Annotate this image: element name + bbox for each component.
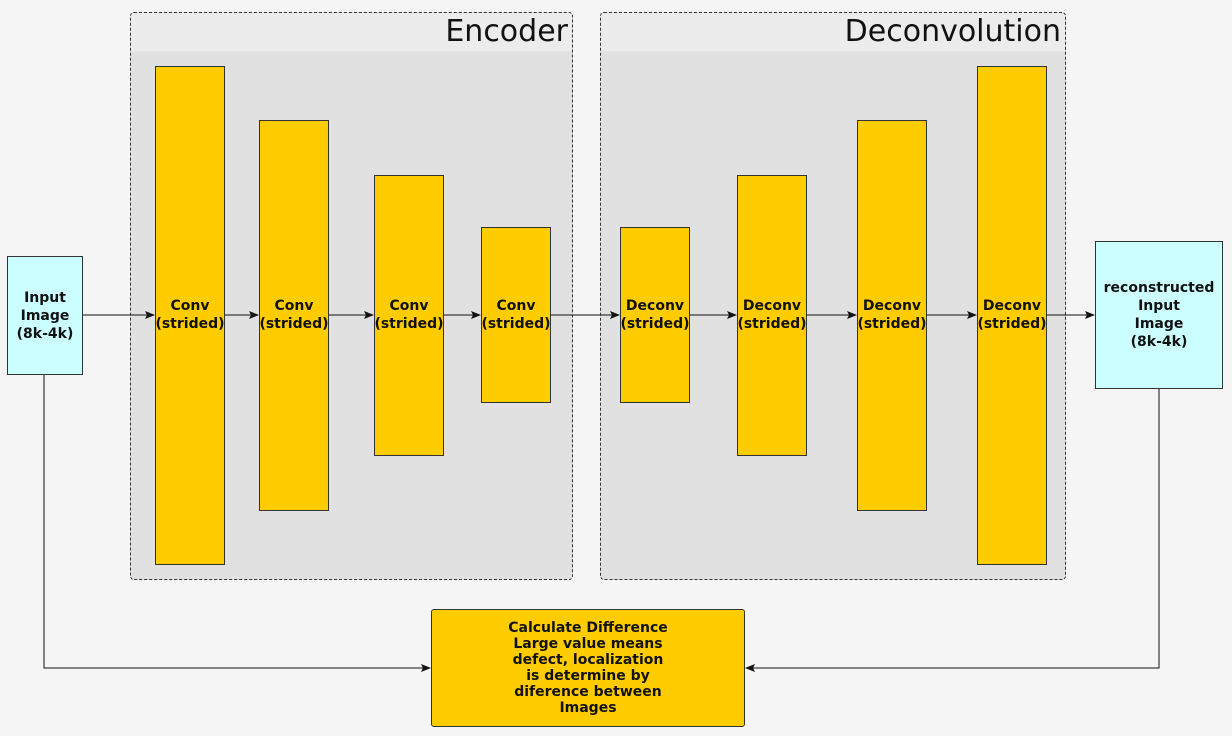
conv-block-3: [374, 175, 444, 456]
deconv-label-1: Deconv (strided): [620, 298, 690, 332]
deconv-label-2: Deconv (strided): [737, 298, 807, 332]
reconstructed-image-box: reconstructed Input Image (8k-4k): [1095, 241, 1223, 389]
deconv-block-2: [737, 175, 807, 456]
encoder-group-header: [131, 13, 572, 51]
deconv-block-4: [977, 66, 1047, 565]
calculate-difference-label: Calculate Difference Large value means d…: [508, 620, 668, 716]
calculate-difference-box: Calculate Difference Large value means d…: [431, 609, 745, 727]
conv-label-2: Conv (strided): [259, 298, 329, 332]
deconv-label-4: Deconv (strided): [977, 298, 1047, 332]
arrow-output-to-difference: [745, 389, 1160, 672]
conv-label-4: Conv (strided): [481, 298, 551, 332]
conv-block-1: [155, 66, 225, 565]
conv-label-3: Conv (strided): [374, 298, 444, 332]
conv-block-4: [481, 227, 551, 403]
deconv-block-1: [620, 227, 690, 403]
deconvolution-group-header: [601, 13, 1065, 51]
input-image-label: Input Image (8k-4k): [16, 289, 74, 342]
conv-block-2: [259, 120, 329, 511]
deconv-block-3: [857, 120, 927, 511]
deconvolution-title: Deconvolution: [844, 14, 1061, 49]
arrow-input-to-difference: [43, 375, 431, 672]
conv-label-1: Conv (strided): [155, 298, 225, 332]
deconv-label-3: Deconv (strided): [857, 298, 927, 332]
reconstructed-image-label: reconstructed Input Image (8k-4k): [1103, 280, 1215, 350]
input-image-box: Input Image (8k-4k): [7, 256, 83, 375]
encoder-title: Encoder: [445, 14, 568, 49]
